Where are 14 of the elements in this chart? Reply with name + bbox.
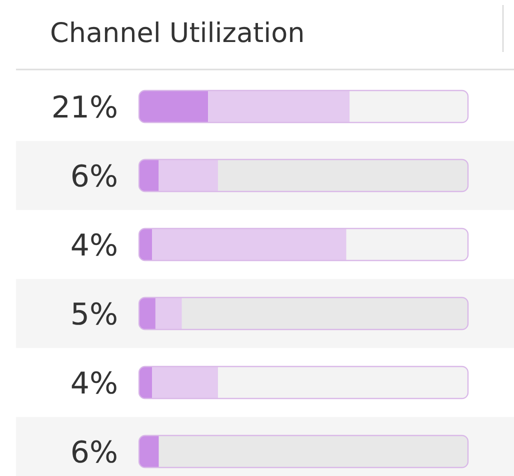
data-label: 21% bbox=[51, 90, 118, 126]
data-label: 4% bbox=[70, 228, 118, 264]
data-label: 4% bbox=[70, 366, 118, 402]
bar bbox=[152, 366, 218, 398]
bar bbox=[139, 298, 156, 330]
bar bbox=[158, 160, 218, 192]
bar bbox=[139, 90, 208, 122]
data-label: 6% bbox=[70, 436, 118, 470]
bar bbox=[155, 298, 182, 330]
data-label: 6% bbox=[70, 160, 118, 194]
bar bbox=[139, 160, 159, 192]
data-label: 5% bbox=[70, 298, 118, 332]
chart-title: Channel Utilization bbox=[50, 18, 305, 49]
bar bbox=[139, 436, 159, 468]
